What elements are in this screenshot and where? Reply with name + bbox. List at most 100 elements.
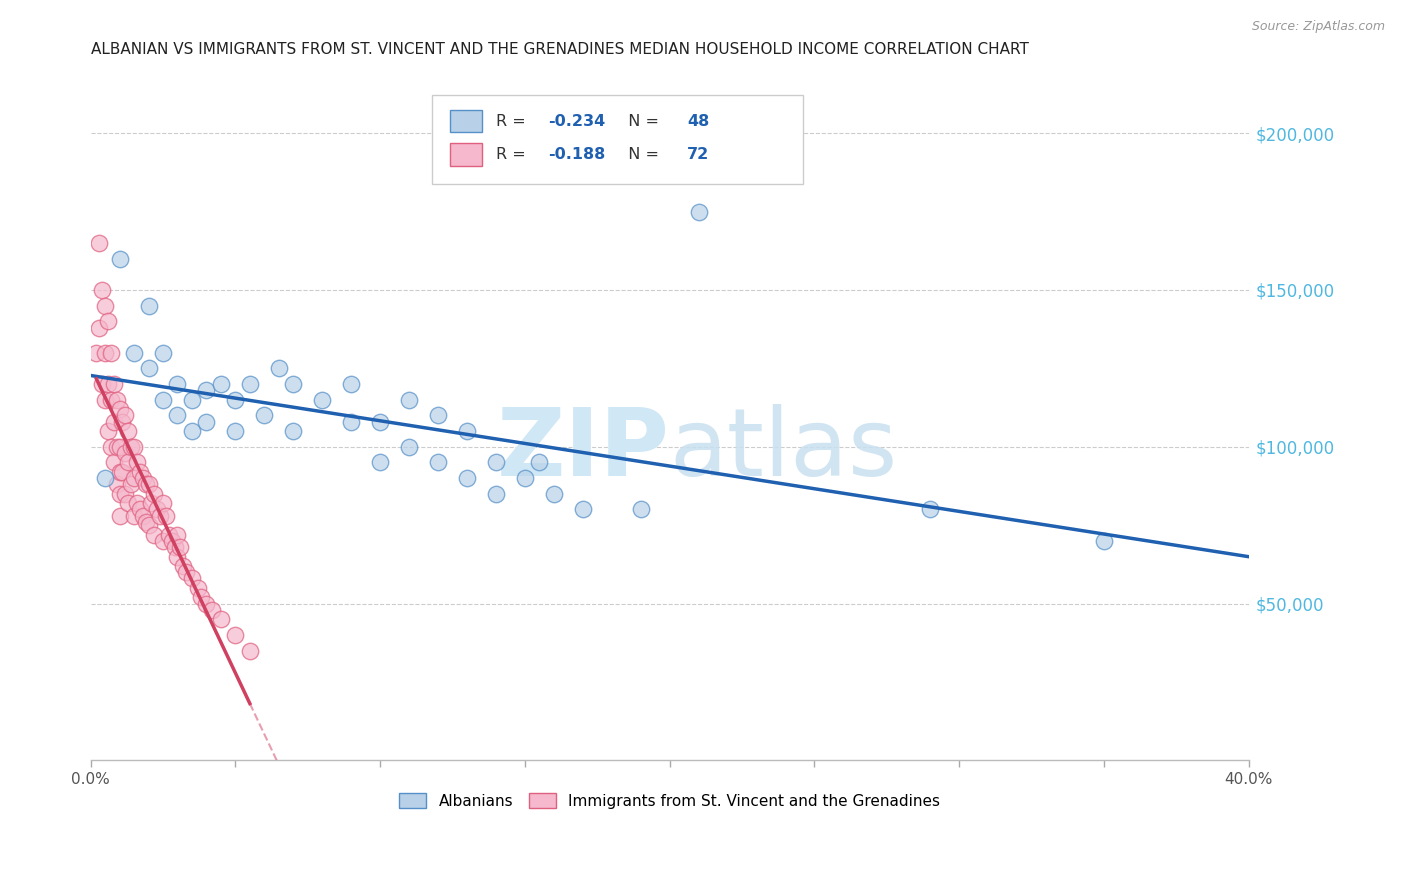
Point [103, 455, 125, 469]
Point [138, 299, 160, 313]
Point [187, 581, 209, 595]
Point [100, 440, 122, 454]
Point [283, 377, 305, 392]
Point [160, 533, 183, 548]
Point [181, 572, 204, 586]
Point [91, 377, 114, 392]
Point [155, 508, 177, 523]
Point [427, 455, 450, 469]
Point [398, 440, 420, 454]
Point [283, 424, 305, 438]
Point [100, 392, 122, 407]
Text: N =: N = [617, 114, 664, 128]
Point [86, 345, 108, 359]
Point [513, 471, 536, 485]
Point [120, 477, 142, 491]
Point [122, 440, 145, 454]
Point [209, 377, 232, 392]
Point [103, 415, 125, 429]
Point [340, 377, 363, 392]
Point [163, 540, 186, 554]
Point [91, 283, 114, 297]
Point [152, 392, 174, 407]
Point [456, 471, 478, 485]
Point [143, 487, 166, 501]
Text: Source: ZipAtlas.com: Source: ZipAtlas.com [1251, 20, 1385, 33]
Point [166, 549, 188, 564]
Point [143, 527, 166, 541]
Point [485, 455, 508, 469]
Point [125, 455, 148, 469]
Point [138, 518, 160, 533]
Point [340, 415, 363, 429]
Point [120, 440, 142, 454]
Text: 72: 72 [688, 147, 709, 162]
Point [209, 612, 232, 626]
Point [108, 487, 131, 501]
Point [152, 496, 174, 510]
Point [111, 415, 134, 429]
Point [105, 392, 128, 407]
Point [174, 565, 197, 579]
Point [105, 477, 128, 491]
Point [166, 377, 188, 392]
Point [128, 465, 150, 479]
Point [103, 377, 125, 392]
Point [128, 502, 150, 516]
Point [368, 415, 391, 429]
Point [195, 597, 218, 611]
Point [122, 508, 145, 523]
Point [108, 440, 131, 454]
Point [368, 455, 391, 469]
Point [311, 392, 333, 407]
Text: atlas: atlas [669, 404, 898, 496]
Point [181, 392, 204, 407]
Point [122, 471, 145, 485]
Point [169, 540, 191, 554]
Text: R =: R = [496, 114, 531, 128]
Point [427, 409, 450, 423]
Point [117, 455, 139, 469]
Point [97, 314, 120, 328]
FancyBboxPatch shape [432, 95, 803, 185]
Point [157, 527, 180, 541]
Point [138, 477, 160, 491]
Point [108, 402, 131, 417]
Point [117, 496, 139, 510]
Point [152, 533, 174, 548]
Point [89, 235, 111, 250]
Point [94, 392, 117, 407]
Point [456, 424, 478, 438]
Point [114, 487, 136, 501]
Point [94, 471, 117, 485]
Text: ALBANIAN VS IMMIGRANTS FROM ST. VINCENT AND THE GRENADINES MEDIAN HOUSEHOLD INCO: ALBANIAN VS IMMIGRANTS FROM ST. VINCENT … [90, 42, 1029, 57]
Point [485, 487, 508, 501]
Text: -0.234: -0.234 [548, 114, 606, 128]
Point [125, 496, 148, 510]
Point [132, 508, 155, 523]
Point [195, 415, 218, 429]
Point [267, 361, 290, 376]
Point [122, 345, 145, 359]
Point [253, 409, 276, 423]
Point [572, 502, 595, 516]
Point [1092, 533, 1115, 548]
Point [195, 384, 218, 398]
Point [172, 558, 194, 573]
Point [94, 345, 117, 359]
Point [138, 361, 160, 376]
Point [111, 465, 134, 479]
Point [201, 603, 224, 617]
Point [146, 502, 169, 516]
Point [149, 508, 172, 523]
Text: -0.188: -0.188 [548, 147, 606, 162]
Legend: Albanians, Immigrants from St. Vincent and the Grenadines: Albanians, Immigrants from St. Vincent a… [392, 787, 946, 814]
Text: R =: R = [496, 147, 531, 162]
Point [114, 446, 136, 460]
FancyBboxPatch shape [450, 111, 482, 132]
Text: ZIP: ZIP [496, 404, 669, 496]
Point [688, 204, 710, 219]
Point [108, 252, 131, 266]
Point [114, 409, 136, 423]
Point [100, 345, 122, 359]
